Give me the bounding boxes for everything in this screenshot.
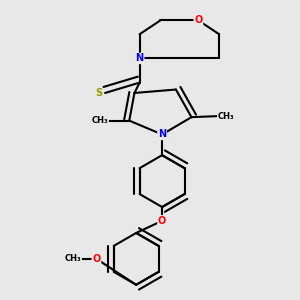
- Text: N: N: [136, 53, 144, 63]
- Text: CH₃: CH₃: [92, 116, 108, 125]
- Text: CH₃: CH₃: [218, 112, 234, 121]
- Text: O: O: [194, 15, 202, 26]
- Text: O: O: [158, 216, 166, 226]
- Text: S: S: [95, 88, 102, 98]
- Text: O: O: [92, 254, 101, 264]
- Text: N: N: [158, 129, 166, 140]
- Text: CH₃: CH₃: [64, 254, 81, 263]
